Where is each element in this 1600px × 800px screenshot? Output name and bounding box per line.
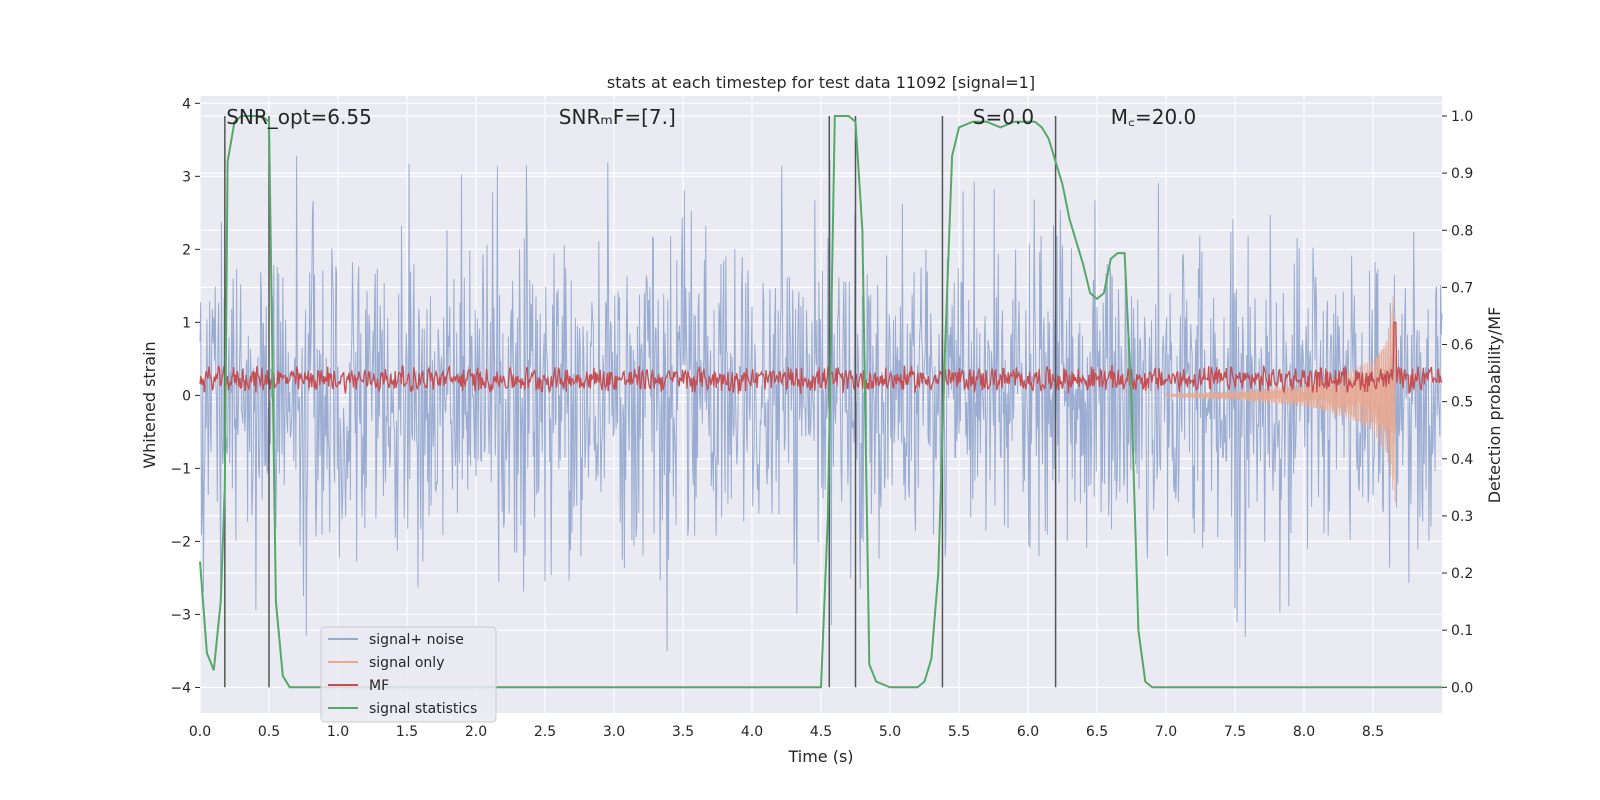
x-tick-label-16: 8.0 [1293,724,1315,740]
y-right-tick-label-5: 0.5 [1451,395,1473,411]
x-axis-label: Time (s) [787,747,853,766]
signal-statistics-line [199,115,1442,689]
signal-statistics-trace [199,115,1442,689]
y-right-tick-label-7: 0.7 [1451,280,1473,296]
legend-label-mf: MF [369,678,389,694]
y-right-tick-label-0: 0.0 [1451,680,1473,696]
x-tick-label-13: 6.5 [1086,724,1108,740]
x-tick-label-2: 1.0 [327,724,349,740]
legend-label-signal-only: signal only [369,655,444,671]
y-left-tick-label-5: 1 [182,315,191,331]
y-right-tick-label-6: 0.6 [1451,338,1473,354]
x-tick-label-7: 3.5 [672,724,694,740]
y-axis-right: 0.0 0.1 0.2 0.3 0.4 0.5 0.6 0.7 0.8 0.9 1.0 [1442,109,1473,696]
x-tick-label-9: 4.5 [810,724,832,740]
s-annotation: S=0.0 [973,105,1034,129]
signal-noise-line [199,155,1443,652]
y-right-tick-label-4: 0.4 [1451,452,1473,468]
y-left-tick-label-8: 4 [182,96,191,112]
x-tick-label-4: 2.0 [465,724,487,740]
y-left-tick-label-4: 0 [182,388,191,404]
mf-trace [199,321,1443,395]
y-right-tick-label-10: 1.0 [1451,109,1473,125]
signal-only-line [1165,296,1396,503]
y-left-tick-label-2: −2 [170,534,191,550]
x-tick-label-17: 8.5 [1362,724,1384,740]
legend-label-signal-noise: signal+ noise [369,632,464,648]
mf-line [199,321,1443,395]
legend-box [320,626,497,723]
y-right-tick-label-1: 0.1 [1451,623,1473,639]
x-tick-label-8: 4.0 [741,724,763,740]
x-tick-label-0: 0.0 [189,724,211,740]
x-tick-label-1: 0.5 [258,724,280,740]
y-left-tick-label-1: −3 [170,607,191,623]
legend: signal+ noise signal only MF signal stat… [320,626,497,723]
x-tick-label-14: 7.0 [1155,724,1177,740]
y-right-tick-label-3: 0.3 [1451,509,1473,525]
x-axis: 0.0 0.5 1.0 1.5 2.0 2.5 3.0 3.5 4.0 4.5 5.0 5.5 6.0 6… [189,724,1384,740]
x-tick-label-10: 5.0 [879,724,901,740]
mc-annotation: M꜀=20.0 [1111,105,1196,129]
x-tick-label-12: 6.0 [1017,724,1039,740]
y-axis-right-label: Detection probability/MF [1485,307,1504,504]
y-left-tick-label-6: 2 [182,242,191,258]
y-right-tick-label-8: 0.8 [1451,223,1473,239]
x-tick-label-5: 2.5 [534,724,556,740]
annotations: SNR_opt=6.55 SNRₘF=[7.] S=0.0 M꜀=20.0 [226,105,1196,129]
chart-title: stats at each timestep for test data 110… [607,73,1035,92]
y-right-tick-label-9: 0.9 [1451,166,1473,182]
legend-label-signal-statistics: signal statistics [369,701,477,717]
x-tick-label-6: 3.0 [603,724,625,740]
x-tick-label-11: 5.5 [948,724,970,740]
signal-only-trace [1165,296,1396,503]
snr-opt-annotation: SNR_opt=6.55 [226,105,372,129]
x-tick-label-3: 1.5 [396,724,418,740]
y-left-tick-label-0: −4 [170,680,191,696]
signal-noise-trace [199,155,1443,652]
x-tick-label-15: 7.5 [1224,724,1246,740]
y-right-tick-label-2: 0.2 [1451,566,1473,582]
snr-mf-annotation: SNRₘF=[7.] [559,105,676,129]
y-axis-left: −4 −3 −2 −1 0 1 2 3 4 [170,96,200,696]
y-left-tick-label-3: −1 [170,461,191,477]
y-left-tick-label-7: 3 [182,169,191,185]
y-axis-left-label: Whitened strain [140,341,159,468]
